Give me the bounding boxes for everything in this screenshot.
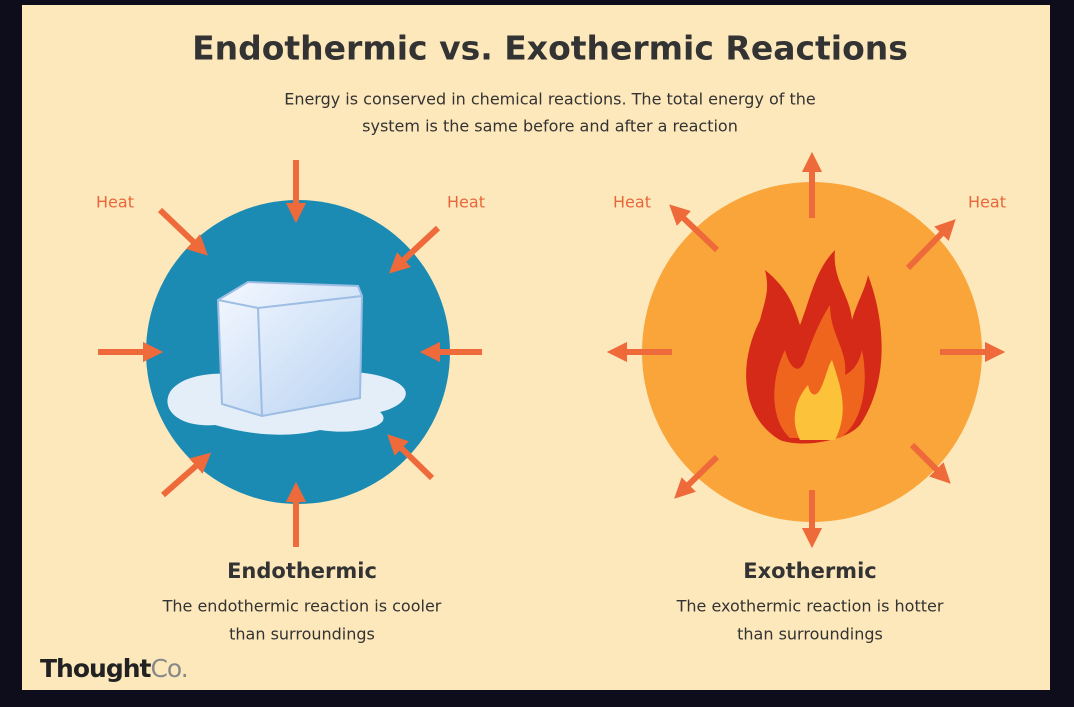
title: Endothermic vs. Exothermic Reactions bbox=[192, 29, 908, 68]
subtitle: system is the same before and after a re… bbox=[362, 117, 738, 136]
heat-label: Heat bbox=[613, 193, 651, 212]
panel-description: The endothermic reaction is cooler bbox=[162, 597, 442, 616]
panel-name: Endothermic bbox=[227, 559, 377, 583]
logo-suffix: Co. bbox=[150, 654, 187, 683]
heat-label: Heat bbox=[968, 193, 1006, 212]
subtitle: Energy is conserved in chemical reaction… bbox=[284, 90, 816, 109]
ice-cube bbox=[218, 282, 362, 416]
panel-description: than surroundings bbox=[229, 625, 375, 644]
heat-label: Heat bbox=[96, 193, 134, 212]
panel-description: than surroundings bbox=[737, 625, 883, 644]
infographic: Endothermic vs. Exothermic Reactions Ene… bbox=[0, 0, 1074, 703]
panel-description: The exothermic reaction is hotter bbox=[676, 597, 944, 616]
logo: ThoughtCo. bbox=[40, 654, 188, 683]
panel-name: Exothermic bbox=[743, 559, 876, 583]
heat-label: Heat bbox=[447, 193, 485, 212]
logo-brand: Thought bbox=[40, 654, 152, 683]
